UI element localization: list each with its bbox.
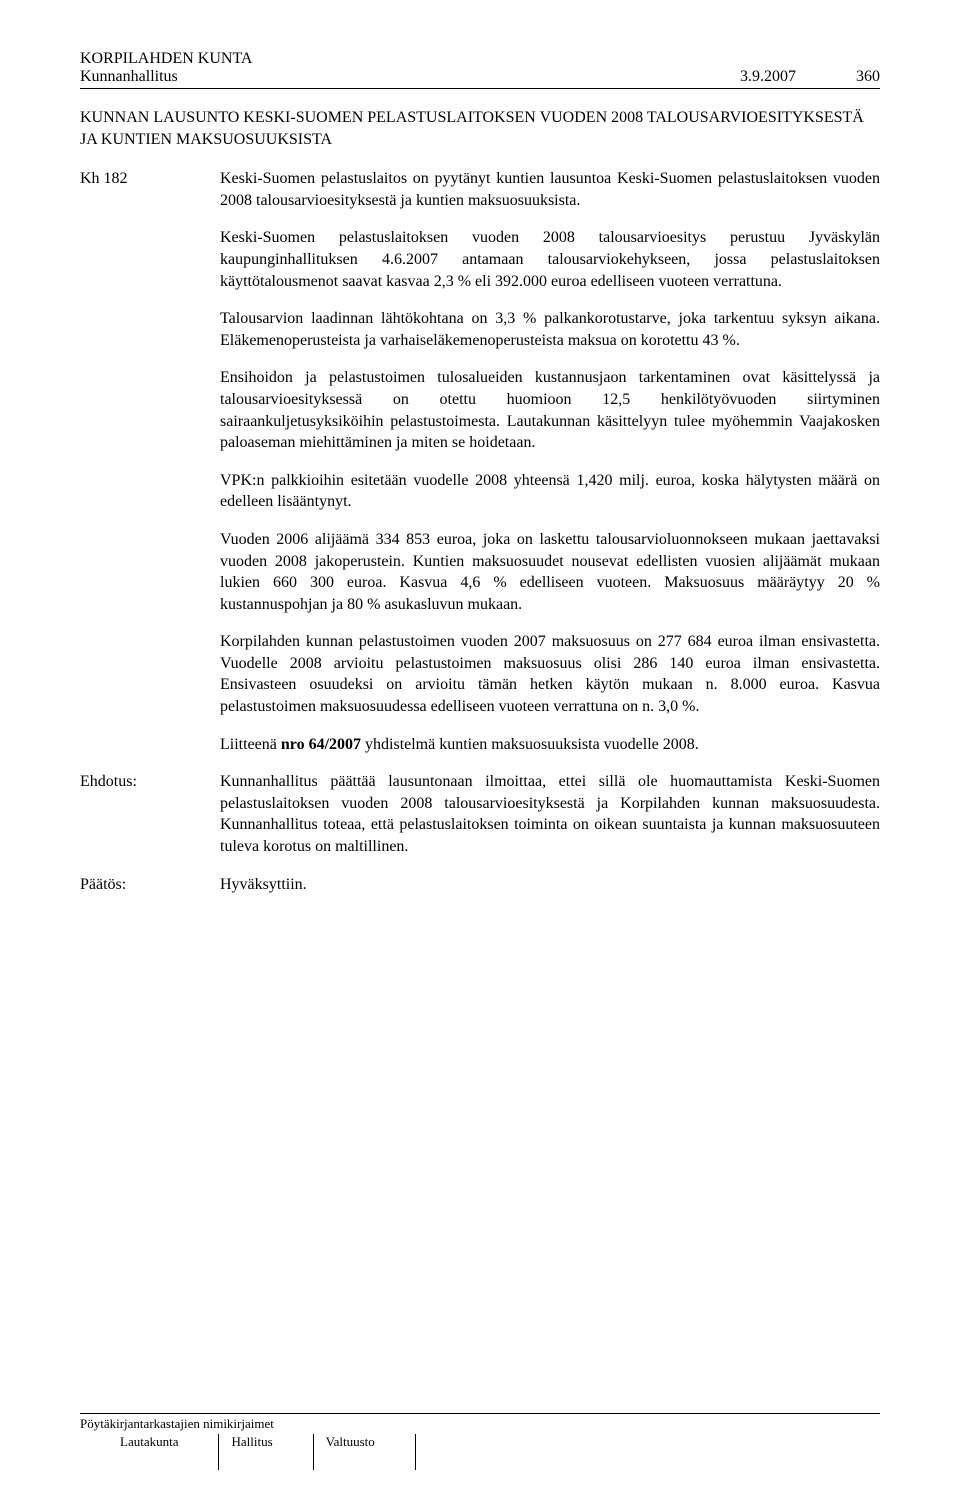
footer-col-hallitus: Hallitus [219,1434,313,1470]
footer-rule [80,1413,880,1414]
header-organization: KORPILAHDEN KUNTA [80,50,252,68]
proposal-content: Kunnanhallitus päättää lausuntonaan ilmo… [220,771,880,873]
attachment-suffix: yhdistelmä kuntien maksuosuuksista vuode… [361,736,699,753]
paragraph: Keski-Suomen pelastuslaitos on pyytänyt … [220,168,880,211]
paragraph: Vuoden 2006 alijäämä 334 853 euroa, joka… [220,529,880,615]
main-content: Keski-Suomen pelastuslaitos on pyytänyt … [220,168,880,771]
document-page: KORPILAHDEN KUNTA Kunnanhallitus 3.9.200… [0,0,960,1510]
document-title: KUNNAN LAUSUNTO KESKI-SUOMEN PELASTUSLAI… [80,107,880,150]
paragraph: Talousarvion laadinnan lähtökohtana on 3… [220,308,880,351]
header-left: KORPILAHDEN KUNTA Kunnanhallitus [80,50,252,86]
paragraph-attachment: Liitteenä nro 64/2007 yhdistelmä kuntien… [220,734,880,756]
proposal-label: Ehdotus: [80,771,200,873]
document-body: Kh 182 Keski-Suomen pelastuslaitos on py… [80,168,880,911]
footer-col-valtuusto: Valtuusto [314,1434,416,1470]
attachment-number: nro 64/2007 [281,736,361,753]
decision-label: Päätös: [80,874,200,912]
item-reference: Kh 182 [80,168,200,771]
decision-content: Hyväksyttiin. [220,874,880,912]
attachment-prefix: Liitteenä [220,736,281,753]
paragraph: Ensihoidon ja pelastustoimen tulosalueid… [220,367,880,453]
header-right: 3.9.2007 360 [740,68,880,86]
header-board: Kunnanhallitus [80,68,252,86]
footer-signatures: Lautakunta Hallitus Valtuusto [80,1434,880,1470]
paragraph: Keski-Suomen pelastuslaitoksen vuoden 20… [220,227,880,292]
header-date: 3.9.2007 [740,68,796,86]
decision-text: Hyväksyttiin. [220,874,880,896]
paragraph: Korpilahden kunnan pelastustoimen vuoden… [220,631,880,717]
footer-title: Pöytäkirjantarkastajien nimikirjaimet [80,1416,880,1432]
page-header: KORPILAHDEN KUNTA Kunnanhallitus 3.9.200… [80,50,880,86]
header-rule [80,88,880,89]
paragraph: VPK:n palkkioihin esitetään vuodelle 200… [220,470,880,513]
header-page-number: 360 [856,68,880,86]
page-footer: Pöytäkirjantarkastajien nimikirjaimet La… [80,1413,880,1470]
footer-col-lautakunta: Lautakunta [80,1434,219,1470]
proposal-text: Kunnanhallitus päättää lausuntonaan ilmo… [220,771,880,857]
